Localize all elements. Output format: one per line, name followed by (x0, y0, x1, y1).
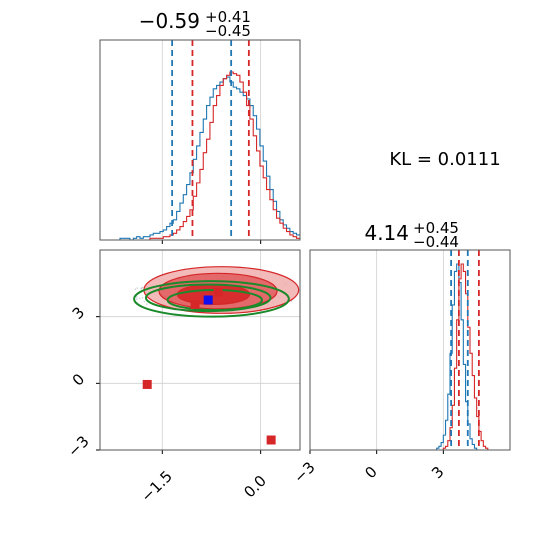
sample-point (140, 287, 143, 290)
x-tick-label: 0.0 (240, 472, 270, 502)
sample-point (134, 288, 137, 290)
param1-histogram-panel (99, 39, 301, 244)
sample-point (135, 296, 138, 298)
red-square-marker (266, 435, 276, 445)
param2-title-sub: −0.44 (413, 233, 459, 251)
blue-square-marker (203, 295, 213, 305)
param2-title-sup: +0.45 (413, 219, 459, 237)
x-tick-label: −1.5 (138, 467, 176, 505)
red-contour-inner (176, 283, 251, 306)
param2-histogram-panel: −3 0 3 (290, 249, 511, 487)
sample-point (138, 297, 141, 300)
panel-frame (99, 39, 301, 241)
green-contour (133, 280, 290, 318)
panel-frame (99, 249, 301, 451)
sample-point (141, 286, 144, 289)
green-contour (144, 283, 272, 313)
param1-title-sub: −0.45 (205, 22, 251, 40)
y-tick-label: 0 (69, 370, 88, 389)
param1-title-main: −0.59 (139, 9, 200, 33)
x-tick-label: 0 (361, 463, 380, 482)
x-tick-label: 3 (428, 463, 447, 482)
sample-point (136, 287, 139, 289)
red-square-marker (213, 287, 223, 297)
y-tick-label: 3 (69, 303, 88, 322)
param1-title: −0.59 (139, 9, 200, 33)
kl-label: KL = 0.0111 (389, 149, 500, 170)
histogram-series-red (100, 71, 300, 241)
sample-point (146, 303, 148, 305)
joint-scatter-panel: −1.5 0.0 3 0 −3 (64, 249, 301, 506)
panel-frame (309, 249, 511, 451)
red-square-marker (142, 379, 152, 389)
param2-title-main: 4.14 (364, 221, 409, 245)
histogram-series-red (434, 263, 502, 451)
param1-title-sup: +0.41 (205, 8, 251, 26)
histogram-series-blue (100, 76, 300, 241)
sample-point (136, 298, 138, 300)
y-tick-label: −3 (64, 432, 92, 460)
sample-point (141, 296, 144, 299)
red-square-marker (190, 299, 200, 309)
sample-point (143, 301, 146, 303)
x-tick-label: −3 (290, 458, 318, 486)
